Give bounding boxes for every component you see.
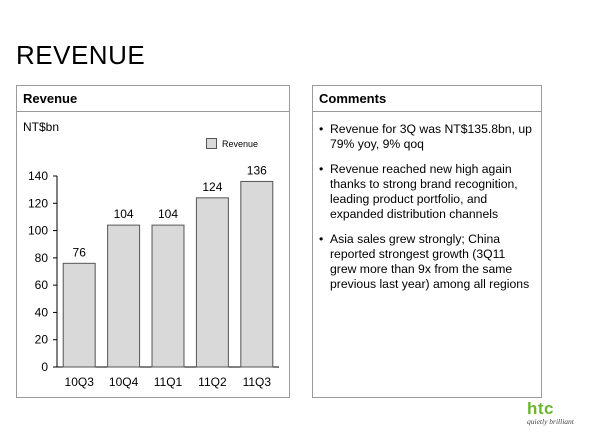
comment-item: Asia sales grew strongly; China reported… [319,232,533,292]
comments-panel-header: Comments [313,86,541,112]
y-tick-label: 100 [28,224,48,238]
comment-item: Revenue for 3Q was NT$135.8bn, up 79% yo… [319,122,533,152]
x-tick-label: 10Q3 [65,375,95,389]
comments-list: Revenue for 3Q was NT$135.8bn, up 79% yo… [313,112,541,292]
x-tick-label: 11Q2 [198,375,227,389]
y-tick-label: 20 [35,333,49,347]
legend-label: Revenue [222,138,259,149]
legend-swatch [206,138,217,149]
x-tick-label: 11Q3 [243,375,272,389]
logo-tagline: quietly brilliant [527,417,574,426]
chart-panel-header: Revenue [17,86,289,112]
bar [107,224,141,368]
revenue-chart-panel: Revenue NT$bn Revenue 0 20 40 60 80 100 120 140… [16,85,290,398]
bar-data-label: 136 [247,163,267,177]
y-tick-label: 60 [35,278,49,292]
bar-data-label: 104 [158,207,178,221]
bar-data-label: 76 [73,245,87,259]
bar [195,197,229,368]
unit-label: NT$bn [23,120,60,134]
chart-legend: Revenue [206,138,258,149]
htc-logo: htc quietly brilliant [527,400,587,426]
bar [62,262,96,368]
bar-data-label: 104 [114,207,134,221]
bar-data-label: 124 [202,180,222,194]
y-tick-label: 80 [35,251,49,265]
bar [240,180,274,368]
y-tick-label: 0 [41,360,48,374]
y-tick-label: 40 [35,305,49,319]
bar [151,224,185,368]
x-tick-label: 10Q4 [109,375,139,389]
comment-item: Revenue reached new high again thanks to… [319,162,533,222]
y-tick-label: 120 [28,196,48,210]
x-tick-label: 11Q1 [154,375,183,389]
slide-title: REVENUE [16,40,146,70]
comments-panel: Comments Revenue for 3Q was NT$135.8bn, … [312,85,542,398]
revenue-bar-chart: 0 20 40 60 80 100 120 140 76 10Q3 104 10Q4 104 11Q1 12… [28,163,279,389]
y-tick-label: 140 [28,169,48,183]
logo-wordmark: htc [527,399,554,418]
